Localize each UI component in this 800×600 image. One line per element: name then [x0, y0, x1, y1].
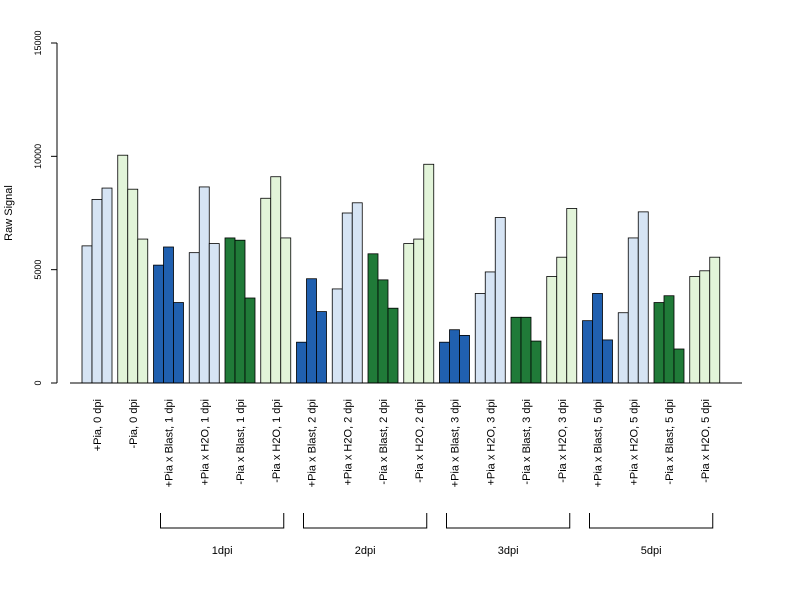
y-axis-label: Raw Signal	[3, 185, 15, 241]
y-tick-label: 0	[33, 380, 43, 385]
category-label: +Pia x Blast, 5 dpi	[593, 399, 605, 487]
bar	[403, 243, 415, 384]
bar	[306, 278, 317, 384]
group-label: 1dpi	[212, 545, 233, 557]
category-label: +Pia x H2O, 3 dpi	[485, 399, 497, 486]
bar	[413, 238, 425, 384]
bar	[663, 295, 675, 384]
bar	[709, 256, 721, 384]
group-label: 2dpi	[355, 545, 376, 557]
bars	[81, 154, 721, 384]
bar	[602, 339, 613, 384]
bar	[341, 212, 353, 384]
group-bracket	[446, 513, 571, 529]
group-bracket	[303, 513, 428, 529]
bar	[377, 279, 389, 384]
bar	[163, 246, 174, 384]
bar	[387, 307, 399, 384]
y-tick-label: 15000	[33, 30, 43, 55]
category-label: +Pia x Blast, 1 dpi	[164, 399, 176, 487]
y-axis: 0 5000 10000 15000	[33, 30, 58, 386]
bar	[484, 271, 496, 384]
category-label: -Pia x H2O, 2 dpi	[414, 399, 426, 483]
bar	[153, 264, 164, 384]
bar	[101, 187, 113, 384]
bar	[617, 312, 629, 384]
bar	[673, 348, 685, 384]
bar	[260, 197, 272, 384]
bar	[699, 270, 711, 384]
bar	[316, 311, 327, 384]
bar	[637, 211, 649, 384]
bar	[173, 302, 184, 384]
group-bracket	[589, 513, 714, 529]
bar	[224, 237, 236, 384]
group-label: 5dpi	[641, 545, 662, 557]
category-label: +Pia x H2O, 2 dpi	[342, 399, 354, 486]
bar	[566, 208, 578, 384]
bar	[556, 256, 568, 384]
x-axis: +Pia, 0 dpi -Pia, 0 dpi +Pia x Blast, 1 dp…	[70, 382, 742, 487]
bar	[546, 276, 558, 384]
bar	[653, 302, 665, 384]
bar	[198, 186, 210, 384]
bar	[367, 253, 379, 384]
group-bracket	[160, 513, 285, 529]
bar	[439, 341, 450, 384]
category-label: -Pia x H2O, 5 dpi	[700, 399, 712, 483]
bar	[459, 334, 470, 384]
category-label: +Pia x Blast, 3 dpi	[450, 399, 462, 487]
category-label: +Pia, 0 dpi	[92, 399, 104, 451]
bar	[234, 239, 246, 384]
category-label: -Pia x H2O, 1 dpi	[271, 399, 283, 483]
bar	[91, 198, 103, 384]
category-label: -Pia x Blast, 5 dpi	[664, 399, 676, 485]
bar	[117, 154, 129, 384]
bar	[474, 293, 486, 384]
bar	[592, 293, 603, 384]
category-label: +Pia x H2O, 1 dpi	[199, 399, 211, 486]
bar	[188, 252, 200, 384]
category-label: +Pia x H2O, 5 dpi	[628, 399, 640, 486]
bar	[494, 217, 506, 384]
bar	[449, 329, 460, 384]
group-brackets: 1dpi 2dpi 3dpi 5dpi	[160, 513, 714, 557]
bar	[296, 341, 307, 384]
bar	[331, 288, 343, 384]
category-label: +Pia x Blast, 2 dpi	[307, 399, 319, 487]
bar	[127, 188, 139, 384]
bar	[520, 316, 532, 384]
category-label: -Pia x Blast, 3 dpi	[521, 399, 533, 485]
y-tick-label: 10000	[33, 144, 43, 169]
category-label: -Pia x Blast, 2 dpi	[378, 399, 390, 485]
bar	[270, 176, 282, 384]
bar	[137, 238, 149, 384]
bar	[208, 243, 220, 384]
bar	[627, 237, 639, 384]
category-label: -Pia x H2O, 3 dpi	[557, 399, 569, 483]
bar	[530, 340, 542, 384]
bar	[689, 276, 701, 384]
category-label: -Pia, 0 dpi	[128, 399, 140, 449]
bar	[351, 202, 363, 384]
bar	[81, 245, 93, 384]
bar	[244, 297, 256, 384]
bar	[582, 320, 593, 384]
bar	[280, 237, 292, 384]
group-label: 3dpi	[498, 545, 519, 557]
bar	[510, 316, 522, 384]
category-label: -Pia x Blast, 1 dpi	[235, 399, 247, 485]
bar	[423, 163, 435, 384]
y-tick-label: 5000	[33, 260, 43, 280]
